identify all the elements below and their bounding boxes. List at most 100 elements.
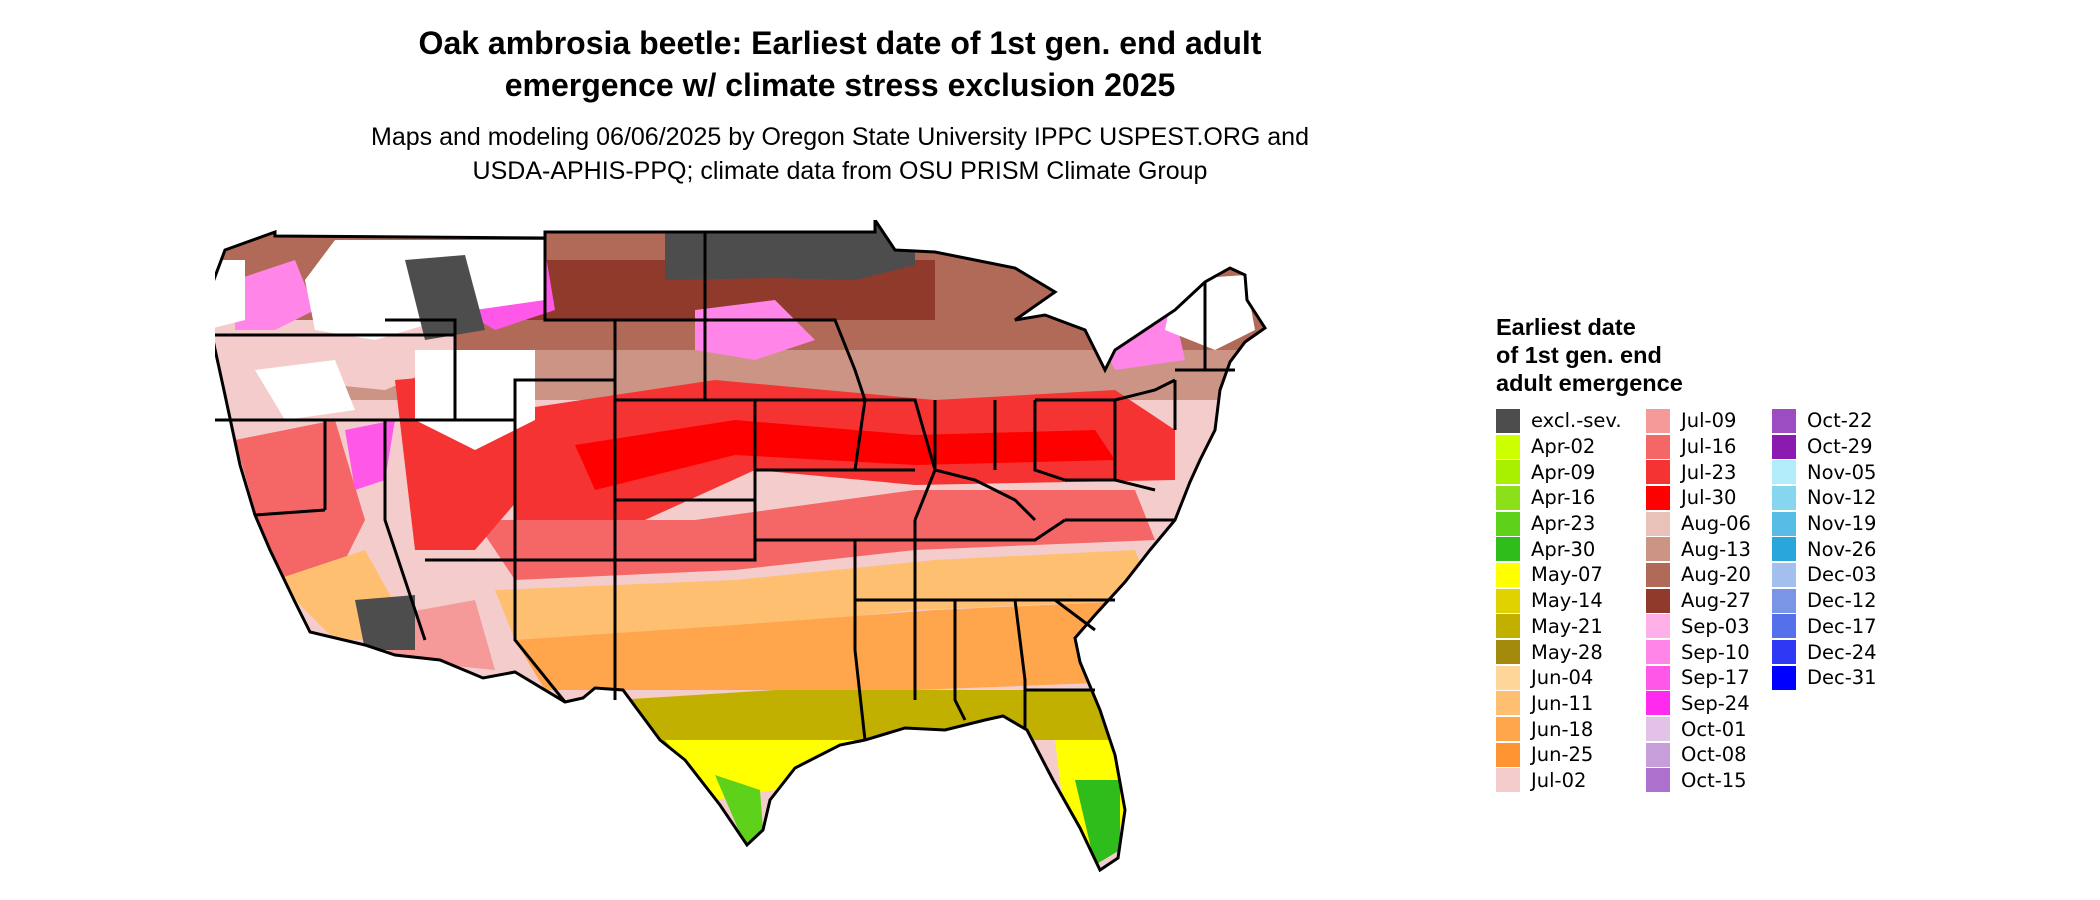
legend-swatch	[1646, 537, 1670, 562]
legend-title-line-1: Earliest date	[1496, 314, 1636, 340]
legend-item: Sep-03	[1646, 614, 1751, 640]
legend-label: Dec-03	[1807, 563, 1877, 587]
legend-swatch	[1496, 717, 1520, 742]
legend-swatch	[1496, 537, 1520, 562]
legend-label: Sep-10	[1681, 640, 1750, 664]
legend-label: Aug-27	[1681, 589, 1751, 613]
legend-label: May-28	[1531, 640, 1603, 664]
legend-item: Oct-15	[1646, 768, 1751, 794]
legend-label: Oct-29	[1807, 435, 1873, 459]
legend-item: Jun-11	[1496, 691, 1622, 717]
legend-label: May-21	[1531, 614, 1603, 638]
legend-column-3: Oct-22 Oct-29 Nov-05 Nov-12 Nov-19 Nov-26 Dec-…	[1772, 408, 1877, 691]
legend-item: Dec-12	[1772, 588, 1877, 614]
legend-label: Apr-30	[1531, 537, 1596, 561]
legend-label: Jun-18	[1531, 717, 1594, 741]
legend-swatch	[1646, 434, 1670, 459]
legend-swatch	[1646, 408, 1670, 433]
map-subtitle-line-2: USDA-APHIS-PPQ; climate data from OSU PR…	[472, 157, 1208, 185]
legend-swatch	[1646, 460, 1670, 485]
legend-item: Nov-19	[1772, 511, 1877, 537]
legend-label: Sep-03	[1681, 614, 1750, 638]
legend-item: Apr-02	[1496, 434, 1622, 460]
legend-label: Apr-02	[1531, 435, 1596, 459]
legend-swatch	[1496, 588, 1520, 613]
legend-label: Oct-15	[1681, 768, 1747, 792]
legend-label: Jun-11	[1531, 691, 1594, 715]
legend-swatch	[1772, 562, 1796, 587]
legend-label: Dec-24	[1807, 640, 1877, 664]
legend-swatch	[1772, 588, 1796, 613]
legend-item: Sep-24	[1646, 691, 1751, 717]
legend-label: Nov-05	[1807, 460, 1877, 484]
legend-item: Aug-13	[1646, 536, 1751, 562]
legend-swatch	[1496, 768, 1520, 793]
legend-swatch	[1496, 640, 1520, 665]
state-boundaries	[215, 220, 1268, 873]
legend-item: Oct-08	[1646, 742, 1751, 768]
map-subtitle-line-1: Maps and modeling 06/06/2025 by Oregon S…	[371, 123, 1309, 151]
map-subtitle: Maps and modeling 06/06/2025 by Oregon S…	[250, 120, 1430, 188]
legend-swatch	[1772, 511, 1796, 536]
legend-swatch	[1496, 665, 1520, 690]
legend-swatch	[1772, 408, 1796, 433]
legend-swatch	[1646, 691, 1670, 716]
legend-item: May-14	[1496, 588, 1622, 614]
legend-label: Aug-06	[1681, 512, 1751, 536]
legend-item: Oct-29	[1772, 434, 1877, 460]
legend-label: Jul-02	[1531, 768, 1587, 792]
legend-label: Jun-25	[1531, 743, 1594, 767]
legend-swatch	[1646, 665, 1670, 690]
legend-swatch	[1646, 717, 1670, 742]
legend-item: Sep-10	[1646, 639, 1751, 665]
legend-label: Sep-17	[1681, 666, 1750, 690]
legend-swatch	[1496, 460, 1520, 485]
legend-item: May-28	[1496, 639, 1622, 665]
legend-label: Oct-22	[1807, 409, 1873, 433]
legend-label: May-14	[1531, 589, 1603, 613]
legend-label: Dec-17	[1807, 614, 1877, 638]
legend-item: Oct-01	[1646, 716, 1751, 742]
legend-item: Jul-02	[1496, 768, 1622, 794]
legend-label: Apr-09	[1531, 460, 1596, 484]
legend-item: Sep-17	[1646, 665, 1751, 691]
legend-swatch	[1496, 485, 1520, 510]
legend-swatch	[1646, 768, 1670, 793]
legend-label: excl.-sev.	[1531, 409, 1622, 433]
legend-item: Jul-09	[1646, 408, 1751, 434]
legend-label: May-07	[1531, 563, 1603, 587]
legend-label: Jul-16	[1681, 435, 1737, 459]
legend-item: Jul-30	[1646, 485, 1751, 511]
legend-item: Jun-04	[1496, 665, 1622, 691]
legend-item: Dec-31	[1772, 665, 1877, 691]
legend-title-line-2: of 1st gen. end	[1496, 342, 1662, 368]
legend-item: Dec-17	[1772, 614, 1877, 640]
legend-swatch	[1646, 742, 1670, 767]
legend-swatch	[1496, 691, 1520, 716]
legend-item: Apr-30	[1496, 536, 1622, 562]
legend-label: Nov-12	[1807, 486, 1877, 510]
legend-item: Aug-06	[1646, 511, 1751, 537]
legend-item: Dec-24	[1772, 639, 1877, 665]
legend-label: Oct-08	[1681, 743, 1747, 767]
legend-swatch	[1772, 614, 1796, 639]
legend-item: Apr-16	[1496, 485, 1622, 511]
legend-item: Jun-25	[1496, 742, 1622, 768]
legend-swatch	[1496, 408, 1520, 433]
legend-swatch	[1646, 588, 1670, 613]
legend-label: Dec-31	[1807, 666, 1877, 690]
legend-title: Earliest date of 1st gen. end adult emer…	[1496, 313, 1683, 397]
map-title: Oak ambrosia beetle: Earliest date of 1s…	[250, 22, 1430, 106]
legend-column-2: Jul-09 Jul-16 Jul-23 Jul-30 Aug-06 Aug-13 Aug-…	[1646, 408, 1751, 793]
legend-item: Nov-05	[1772, 459, 1877, 485]
legend-item: Aug-27	[1646, 588, 1751, 614]
legend-swatch	[1772, 485, 1796, 510]
map-title-line-1: Oak ambrosia beetle: Earliest date of 1s…	[418, 25, 1262, 61]
legend-label: Jun-04	[1531, 666, 1594, 690]
legend-swatch	[1772, 665, 1796, 690]
legend-item: Nov-12	[1772, 485, 1877, 511]
map-title-line-2: emergence w/ climate stress exclusion 20…	[504, 67, 1176, 103]
legend-swatch	[1772, 537, 1796, 562]
legend-item: Jun-18	[1496, 716, 1622, 742]
legend-swatch	[1646, 640, 1670, 665]
